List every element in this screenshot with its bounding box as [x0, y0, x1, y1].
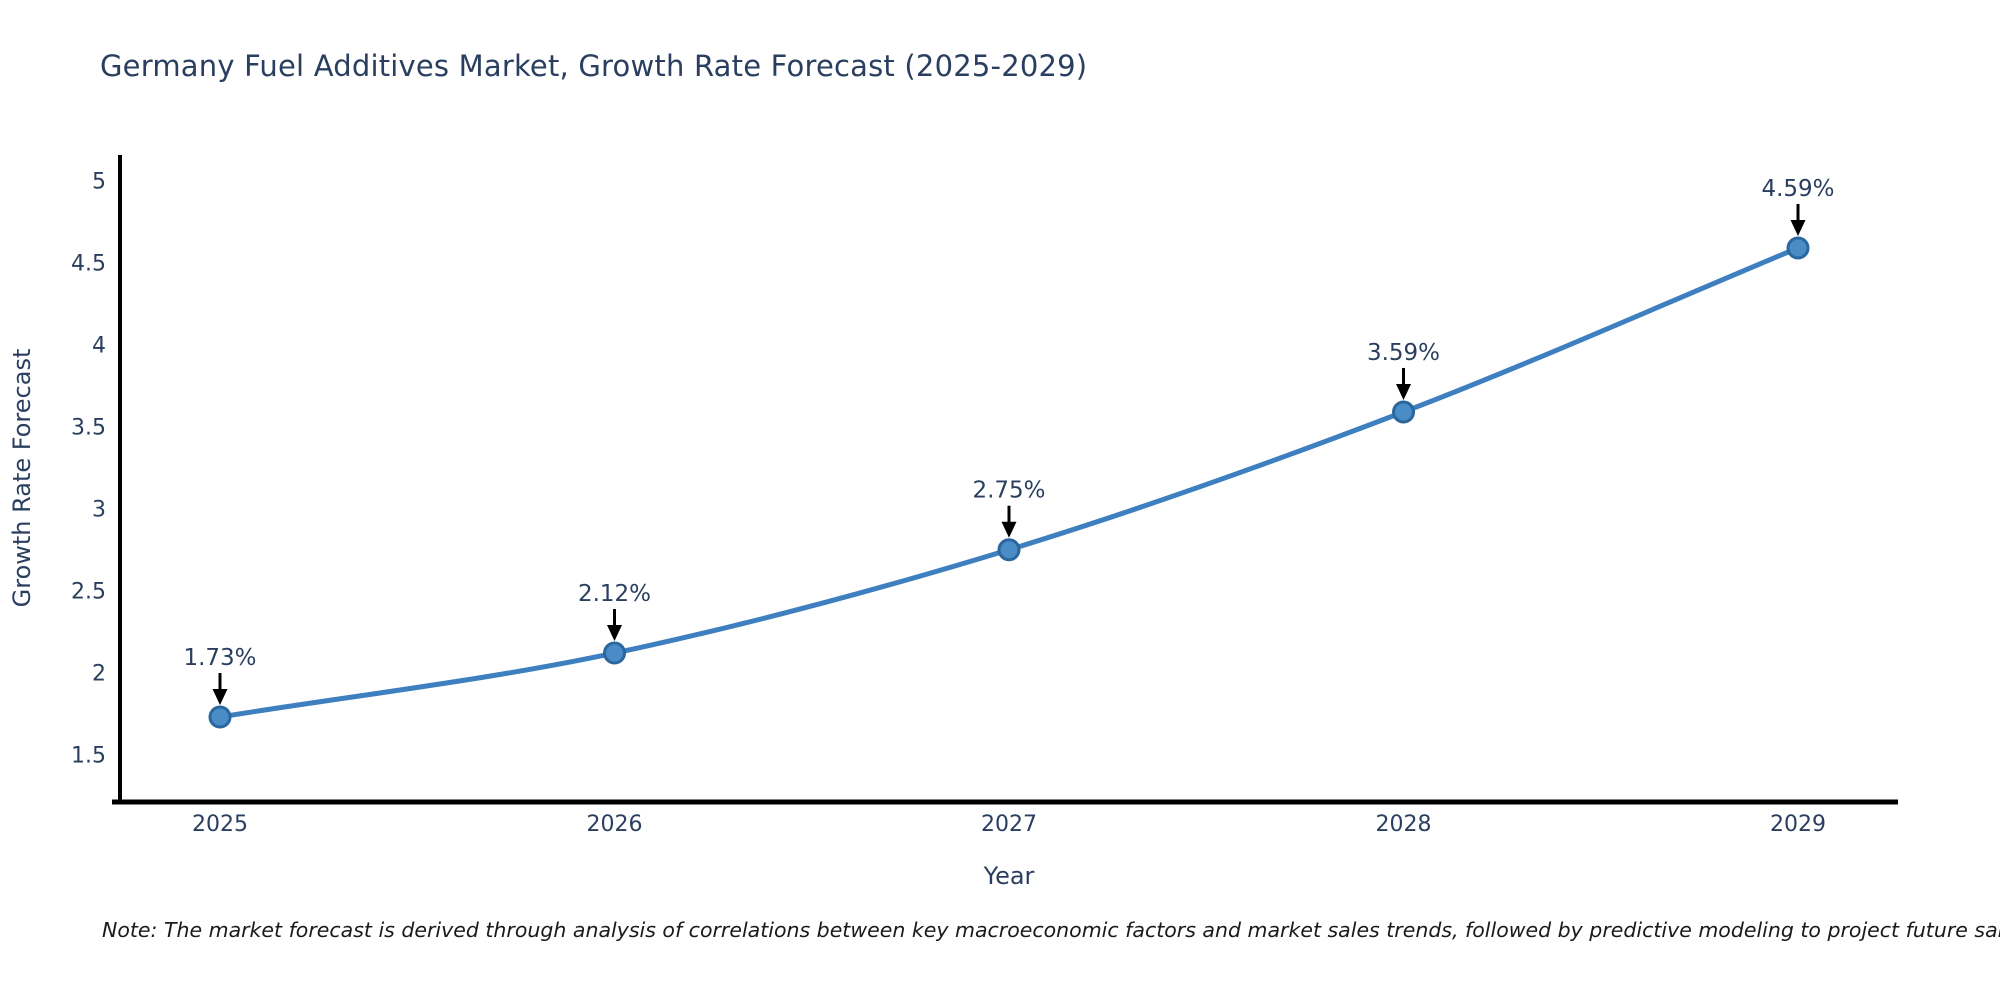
y-tick-label: 3: [92, 498, 106, 523]
annotation-arrowhead: [1396, 383, 1411, 400]
data-point-marker[interactable]: [603, 641, 626, 665]
annotation-arrowhead: [1790, 219, 1806, 236]
x-tick-label: 2027: [981, 812, 1037, 837]
y-tick-label: 1.5: [71, 744, 106, 769]
data-point-marker[interactable]: [208, 705, 232, 729]
x-axis-title: Year: [983, 862, 1035, 890]
x-tick-label: 2028: [1376, 812, 1432, 837]
footnote: Note: The market forecast is derived thr…: [102, 918, 2000, 942]
point-annotation-label: 2.12%: [578, 581, 651, 607]
y-tick-label: 5: [92, 170, 106, 195]
y-tick-label: 2.5: [71, 580, 106, 605]
data-point-marker[interactable]: [997, 538, 1021, 562]
data-point-marker[interactable]: [1786, 236, 1810, 260]
x-tick-label: 2025: [192, 812, 248, 837]
x-tick-label: 2029: [1770, 812, 1826, 837]
point-annotation-label: 2.75%: [972, 478, 1045, 504]
y-tick-label: 4: [92, 334, 106, 359]
point-annotation-label: 3.59%: [1367, 340, 1440, 366]
y-tick-label: 4.5: [71, 252, 106, 277]
y-axis-title: Growth Rate Forecast: [8, 349, 36, 608]
annotation-arrowhead: [1001, 521, 1017, 538]
point-annotation-label: 1.73%: [183, 645, 256, 671]
data-point-marker[interactable]: [1392, 400, 1415, 424]
annotation-arrowhead: [212, 689, 228, 705]
chart-title: Germany Fuel Additives Market, Growth Ra…: [100, 49, 1088, 83]
x-tick-label: 2026: [587, 812, 643, 837]
point-annotation-label: 4.59%: [1761, 176, 1834, 202]
annotation-arrowhead: [607, 625, 622, 642]
y-tick-label: 2: [92, 662, 106, 687]
y-tick-label: 3.5: [71, 416, 106, 441]
